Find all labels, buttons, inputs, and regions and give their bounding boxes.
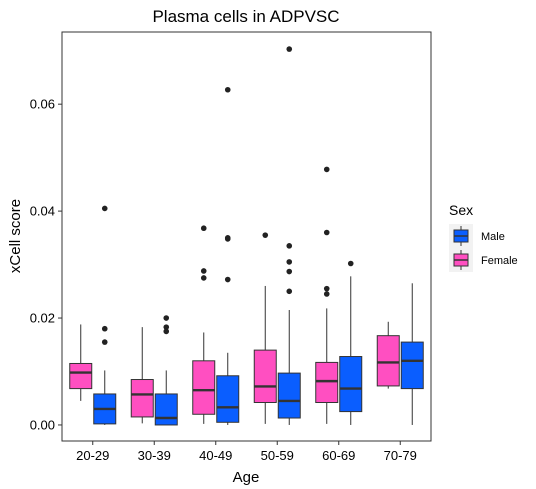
- female-outlier-point: [323, 229, 330, 236]
- male-outlier-point: [224, 86, 231, 93]
- y-axis-title: xCell score: [7, 199, 24, 273]
- y-tick-label: 0.02: [30, 311, 55, 326]
- male-outlier-point: [286, 268, 293, 275]
- male-outlier-point: [163, 324, 170, 330]
- male-box: [216, 375, 240, 423]
- x-axis-title: Age: [233, 469, 260, 486]
- female-box: [376, 335, 400, 387]
- male-box: [400, 341, 424, 390]
- female-box: [192, 360, 216, 415]
- female-box: [69, 362, 93, 390]
- male-outlier-point: [101, 205, 108, 212]
- male-outlier-point: [224, 276, 231, 283]
- x-tick-label: 20-29: [76, 448, 109, 463]
- boxes-layer: [69, 46, 424, 426]
- female-outlier-point: [262, 232, 269, 238]
- male-outlier-point: [163, 315, 170, 321]
- x-tick-label: 70-79: [384, 448, 417, 463]
- legend-title: Sex: [449, 202, 473, 218]
- male-outlier-point: [286, 259, 293, 265]
- female-box: [130, 379, 154, 418]
- male-outlier-point: [101, 339, 108, 345]
- x-tick-label: 30-39: [138, 448, 171, 463]
- x-axis: 20-29 30-39 40-49 50-59 60-69 70-79: [76, 441, 417, 463]
- male-box: [154, 393, 178, 426]
- male-outlier-point: [286, 46, 293, 52]
- legend-label-male: Male: [481, 231, 505, 243]
- y-tick-label: 0.00: [30, 417, 55, 432]
- male-outlier-point: [286, 288, 293, 295]
- legend-label-female: Female: [481, 255, 518, 267]
- female-box: [253, 349, 277, 404]
- x-tick-label: 60-69: [322, 448, 355, 463]
- chart-title: Plasma cells in ADPVSC: [152, 7, 339, 26]
- female-outlier-point: [323, 166, 330, 173]
- x-tick-label: 40-49: [199, 448, 232, 463]
- female-outlier-point: [323, 285, 330, 292]
- male-outlier-point: [286, 243, 293, 249]
- y-tick-label: 0.04: [30, 204, 55, 219]
- y-tick-label: 0.06: [30, 97, 55, 112]
- plot-panel: [61, 31, 432, 442]
- legend: Sex Male Female: [449, 202, 518, 272]
- female-outlier-point: [200, 275, 207, 281]
- female-outlier-point: [200, 268, 207, 274]
- female-box: [315, 361, 339, 404]
- male-outlier-point: [347, 260, 354, 267]
- male-outlier-point: [101, 325, 108, 332]
- female-outlier-point: [323, 291, 330, 297]
- male-outlier-point: [163, 328, 170, 335]
- x-tick-label: 50-59: [261, 448, 294, 463]
- y-axis: 0.00 0.02 0.04 0.06: [30, 97, 62, 432]
- male-outlier-point: [224, 235, 231, 241]
- female-outlier-point: [200, 225, 207, 232]
- male-box: [277, 372, 301, 419]
- male-box: [339, 356, 363, 413]
